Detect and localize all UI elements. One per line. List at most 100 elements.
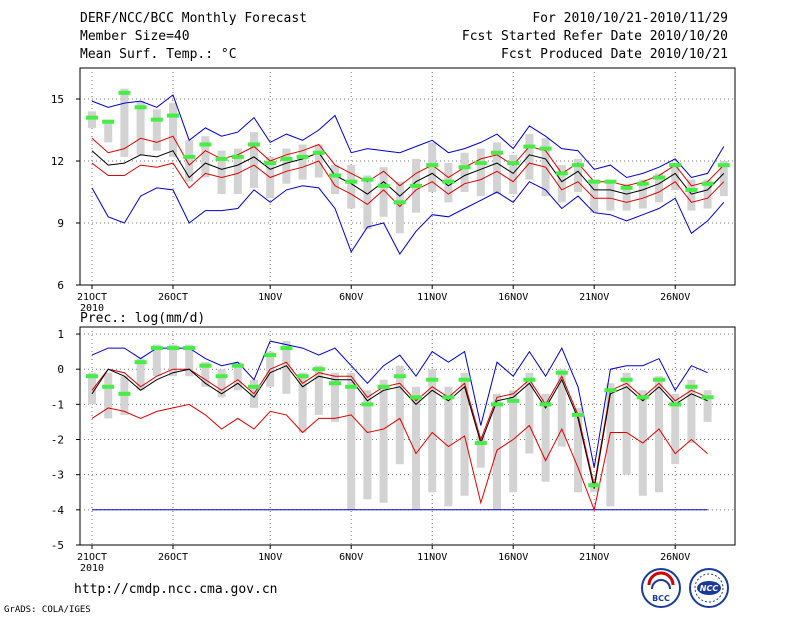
forecast-period: For 2010/10/21-2010/11/29: [532, 11, 728, 26]
spread-box: [363, 175, 372, 230]
median-marker: [393, 200, 406, 205]
spread-box: [703, 179, 712, 209]
spread-box: [460, 152, 469, 192]
x-tick-label: 1NOV: [258, 292, 282, 303]
y-tick-label: 9: [57, 217, 64, 230]
spread-box: [525, 372, 534, 454]
spread-box: [428, 142, 437, 192]
spread-box: [201, 136, 210, 178]
median-marker: [199, 142, 212, 147]
spread-box: [379, 167, 388, 217]
median-marker: [442, 395, 455, 400]
spread-box: [509, 154, 518, 195]
x-tick-label: 11NOV: [417, 292, 447, 303]
median-marker: [604, 179, 617, 184]
spread-box: [152, 344, 161, 377]
spread-box: [719, 161, 728, 197]
y-tick-label: 12: [51, 155, 64, 168]
median-marker: [312, 150, 325, 155]
member-size: Member Size=40: [80, 29, 190, 44]
spread-box: [331, 165, 339, 195]
median-marker: [588, 483, 601, 488]
median-marker: [442, 179, 455, 184]
median-marker: [231, 154, 244, 159]
year-label: 2010: [80, 563, 104, 574]
spread-box: [347, 165, 356, 209]
median-marker: [410, 183, 422, 188]
spread-box: [476, 148, 485, 197]
spread-box: [298, 144, 307, 180]
spread-box: [120, 88, 129, 157]
median-marker: [426, 377, 439, 382]
x-tick-label: 21NOV: [579, 552, 609, 563]
y-tick-label: -1: [51, 398, 64, 411]
median-marker: [264, 161, 277, 166]
spread-box: [622, 183, 631, 211]
median-marker: [474, 441, 487, 446]
median-marker: [458, 165, 471, 170]
median-marker: [329, 173, 341, 178]
lower-sd-line: [91, 160, 725, 208]
spread-box: [395, 365, 404, 465]
median-marker: [296, 374, 309, 379]
ncc-logo-icon: NCC: [689, 568, 729, 608]
median-marker: [620, 377, 633, 382]
spread-box: [331, 372, 339, 422]
ensemble-mean-line: [91, 365, 708, 489]
started-refer-date: Fcst Started Refer Date 2010/10/20: [461, 29, 728, 44]
upper-sd-line: [91, 135, 725, 187]
spread-box: [671, 393, 680, 465]
max-line: [91, 340, 708, 468]
median-marker: [393, 374, 406, 379]
median-marker: [248, 142, 260, 147]
spread-box: [233, 362, 242, 391]
x-tick-label: 6NOV: [339, 292, 363, 303]
spread-box: [412, 386, 420, 510]
website-url[interactable]: http://cmdp.ncc.cma.gov.cn: [74, 582, 278, 597]
median-marker: [150, 346, 163, 351]
median-marker: [345, 179, 358, 184]
y-tick-label: -4: [51, 504, 65, 517]
median-marker: [474, 161, 487, 166]
spread-box: [169, 344, 177, 377]
spread-box: [363, 390, 372, 500]
grads-credit: GrADS: COLA/IGES: [4, 605, 91, 615]
spread-box: [298, 372, 307, 433]
median-marker: [669, 163, 682, 168]
median-marker: [491, 150, 503, 155]
median-marker: [118, 391, 131, 396]
spread-box: [557, 369, 566, 447]
spread-box: [606, 383, 615, 507]
spread-box: [428, 369, 437, 493]
min-line: [91, 181, 725, 255]
variable-label: Mean Surf. Temp.: °C: [80, 47, 237, 62]
median-marker: [215, 156, 228, 161]
median-marker: [377, 183, 390, 188]
spread-box: [509, 390, 518, 493]
spread-box: [395, 181, 404, 234]
spread-box: [574, 158, 582, 192]
spread-box: [476, 436, 485, 468]
spread-box: [638, 179, 647, 209]
median-marker: [588, 179, 601, 184]
median-marker: [458, 377, 471, 382]
spread-box: [314, 365, 323, 415]
x-tick-label: 16NOV: [498, 292, 528, 303]
spread-box: [136, 101, 145, 155]
spread-box: [525, 134, 534, 180]
chart-panel-1: 6 9 12 15 21OCT 26OCT 1NOV 6NOV 11NOV 16NOV 21NOV 2…: [51, 67, 736, 314]
median-marker: [183, 346, 196, 351]
spread-box: [185, 140, 194, 182]
median-marker: [167, 346, 179, 351]
median-marker: [555, 171, 568, 176]
svg-text:NCC: NCC: [700, 584, 719, 593]
y-tick-label: 6: [57, 279, 64, 292]
spread-box: [136, 358, 145, 391]
median-marker: [134, 105, 147, 110]
median-marker: [118, 90, 131, 95]
panel-title: Prec.: log(mm/d): [80, 311, 205, 326]
ensemble-mean-line: [91, 150, 725, 197]
y-tick-label: -5: [51, 539, 64, 552]
spread-box: [687, 379, 696, 444]
